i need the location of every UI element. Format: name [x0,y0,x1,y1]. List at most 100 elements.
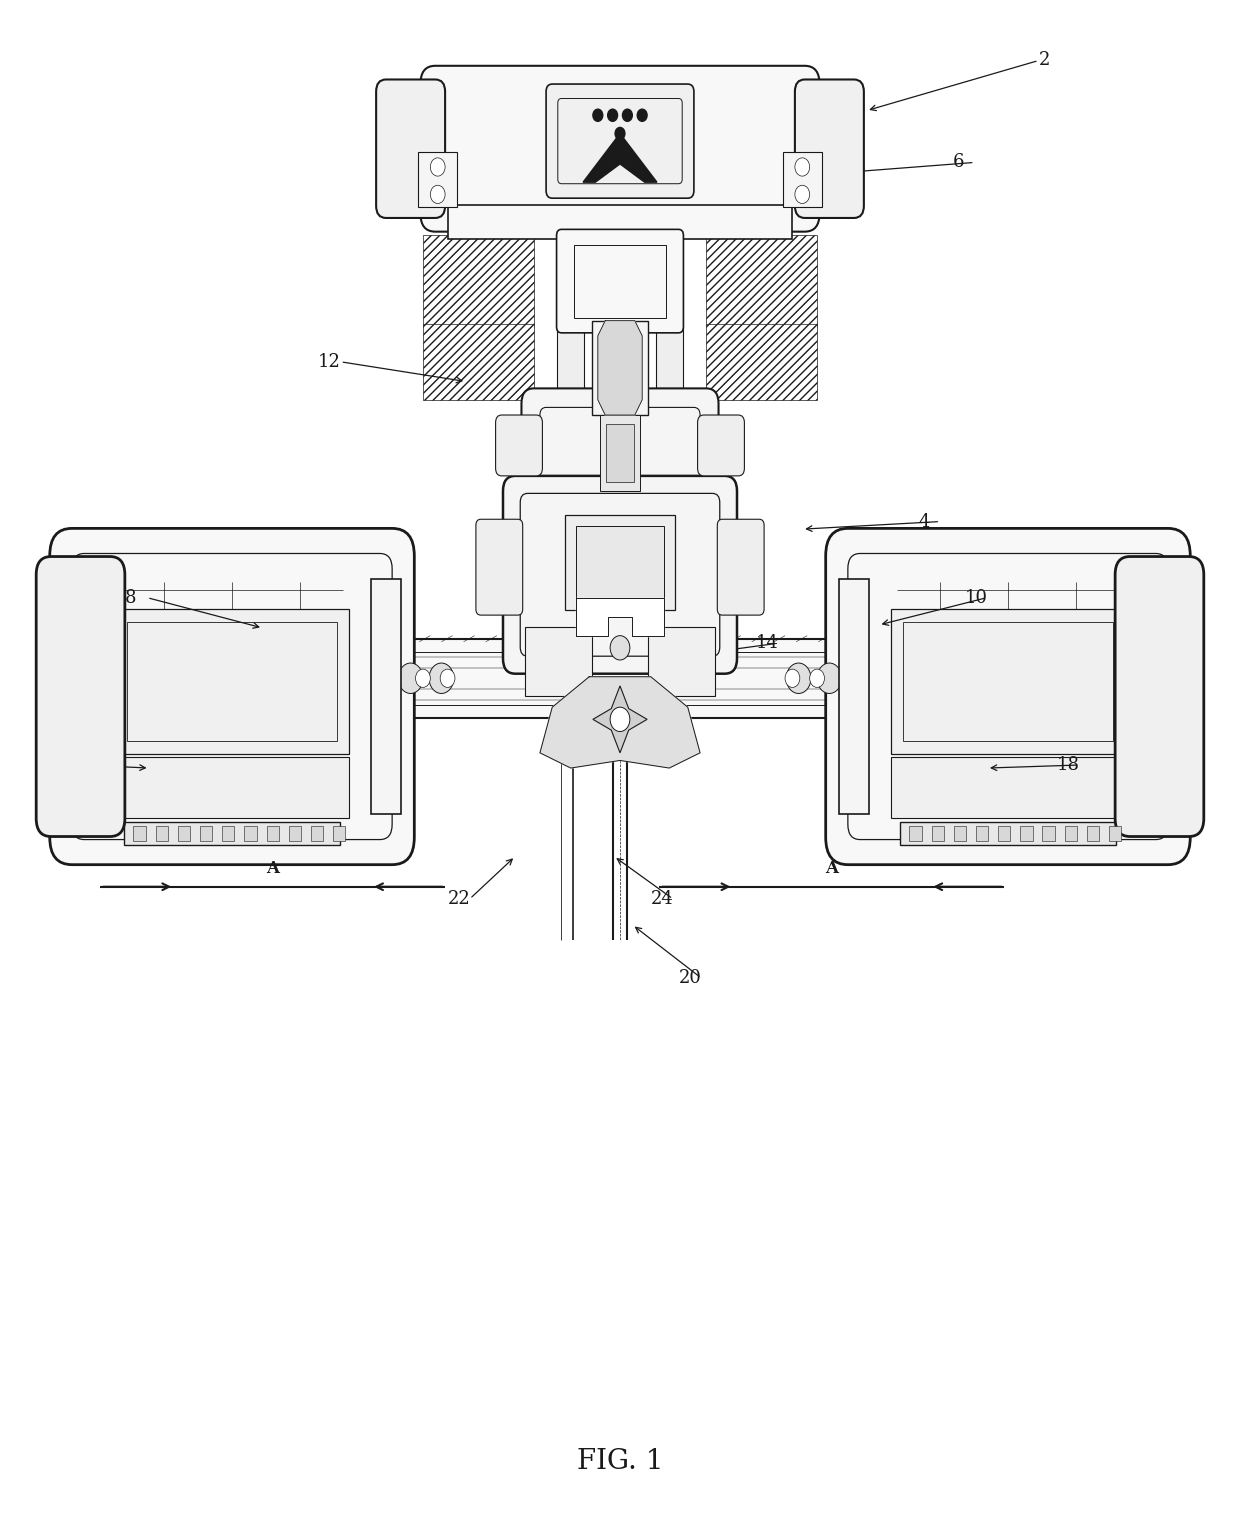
Circle shape [398,662,423,693]
FancyBboxPatch shape [36,557,125,837]
Bar [423,236,533,327]
Text: 2: 2 [1039,52,1050,69]
FancyBboxPatch shape [476,519,523,615]
Circle shape [610,635,630,659]
Polygon shape [593,685,647,753]
Polygon shape [583,133,657,182]
Circle shape [786,662,811,693]
Text: A: A [267,860,279,877]
Polygon shape [575,598,665,635]
Circle shape [615,127,625,139]
FancyBboxPatch shape [522,389,718,532]
Bar [593,321,647,415]
Bar [564,516,676,610]
Bar [124,822,340,845]
Bar [897,649,1070,707]
Bar [1086,826,1099,842]
Bar [115,609,348,754]
Circle shape [810,669,825,687]
FancyBboxPatch shape [376,80,445,217]
Text: 24: 24 [651,890,673,907]
Bar [892,609,1125,754]
FancyBboxPatch shape [795,80,864,217]
Circle shape [430,158,445,176]
Circle shape [593,109,603,121]
Bar [600,415,640,491]
Bar [838,578,869,814]
Text: 8: 8 [125,589,136,606]
Bar [448,205,792,239]
Bar [913,659,1054,698]
Circle shape [795,185,810,203]
FancyBboxPatch shape [496,415,542,476]
Circle shape [795,158,810,176]
Text: 16: 16 [60,756,83,774]
Circle shape [440,669,455,687]
Bar [976,826,988,842]
Bar [892,757,1125,819]
Bar [244,826,257,842]
Text: 14: 14 [755,635,779,652]
Bar [1065,826,1078,842]
FancyBboxPatch shape [503,476,737,673]
Circle shape [610,707,630,731]
Bar [556,395,684,425]
Polygon shape [539,676,701,768]
Bar [575,526,665,600]
Text: 12: 12 [319,353,341,370]
Circle shape [637,109,647,121]
Polygon shape [598,321,642,415]
Bar [222,826,234,842]
Circle shape [622,109,632,121]
Bar [900,822,1116,845]
Bar [903,623,1112,741]
Bar [113,638,1127,718]
Bar [557,327,584,409]
Circle shape [415,669,430,687]
Text: 10: 10 [965,589,988,606]
FancyBboxPatch shape [557,230,683,334]
Bar [418,151,458,207]
Bar [186,659,327,698]
Bar [931,826,944,842]
Text: A: A [826,860,838,877]
FancyBboxPatch shape [698,415,744,476]
FancyBboxPatch shape [826,528,1190,864]
Bar [647,627,715,696]
Text: 4: 4 [918,513,930,531]
Circle shape [817,662,842,693]
Bar [177,826,190,842]
Bar [371,578,402,814]
Bar [1109,826,1121,842]
Circle shape [785,669,800,687]
Text: 18: 18 [1058,756,1080,774]
FancyBboxPatch shape [1115,557,1204,837]
Bar [525,627,593,696]
Bar [267,826,279,842]
Bar [954,826,966,842]
Bar [707,236,817,327]
FancyBboxPatch shape [546,84,694,199]
Bar [170,649,343,707]
Bar [125,652,1115,705]
Bar [289,826,301,842]
Text: FIG. 1: FIG. 1 [577,1449,663,1475]
Bar [909,826,921,842]
Bar [128,623,337,741]
Bar [656,327,683,409]
Text: 22: 22 [448,890,470,907]
Bar [200,826,212,842]
FancyBboxPatch shape [420,66,820,231]
Bar [707,324,817,399]
Bar [423,324,533,399]
Circle shape [608,109,618,121]
Bar [1021,826,1033,842]
Circle shape [429,662,454,693]
FancyBboxPatch shape [717,519,764,615]
Bar [574,245,666,318]
Bar [998,826,1011,842]
Circle shape [430,185,445,203]
Bar [156,826,167,842]
Bar [311,826,324,842]
Bar [334,826,345,842]
